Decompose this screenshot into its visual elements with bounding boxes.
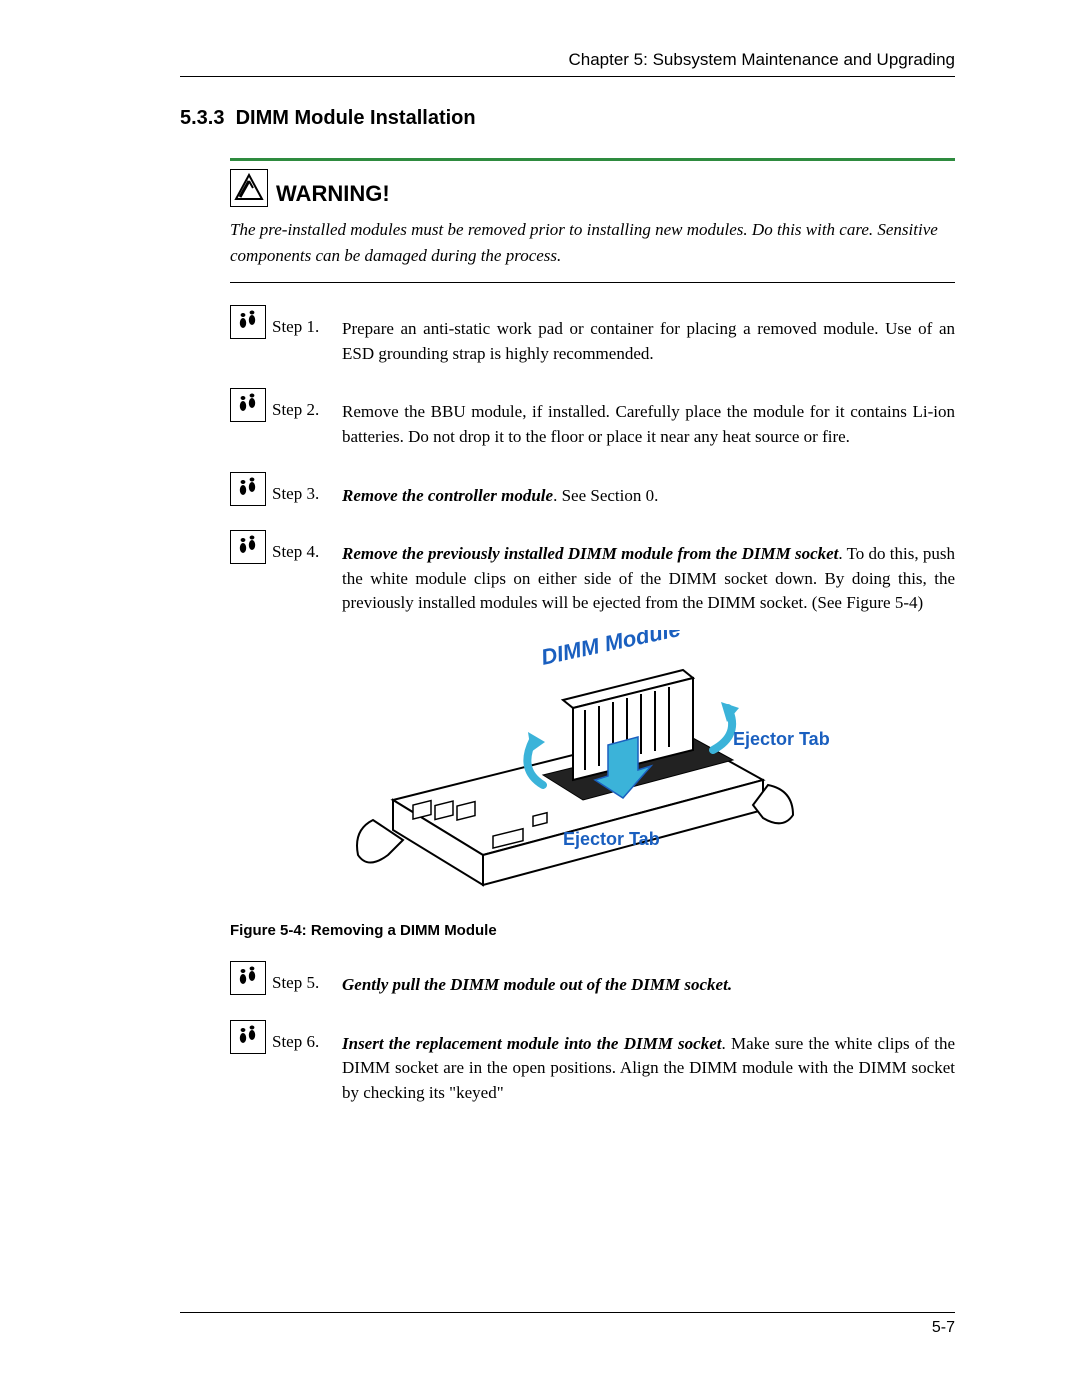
step-label: Step 2.	[266, 388, 342, 420]
step-body: Remove the BBU module, if installed. Car…	[342, 388, 955, 449]
step-body: Remove the controller module. See Sectio…	[342, 472, 955, 509]
warning-icon	[230, 169, 268, 207]
step-label: Step 5.	[266, 961, 342, 993]
figure-label-ejector-left: Ejector Tab	[563, 829, 660, 849]
footsteps-icon	[230, 388, 266, 422]
step-label: Step 1.	[266, 305, 342, 337]
figure-label-dimm: DIMM Module	[538, 630, 682, 670]
step-body: Gently pull the DIMM module out of the D…	[342, 961, 955, 998]
page-footer: 5-7	[180, 1312, 955, 1337]
step-row: Step 5. Gently pull the DIMM module out …	[230, 961, 955, 998]
figure-caption: Figure 5-4: Removing a DIMM Module	[230, 922, 955, 939]
step-body: Insert the replacement module into the D…	[342, 1020, 955, 1106]
footsteps-icon	[230, 1020, 266, 1054]
warning-text: The pre-installed modules must be remove…	[230, 217, 955, 268]
figure-label-ejector-right: Ejector Tab	[733, 729, 830, 749]
footsteps-icon	[230, 305, 266, 339]
warning-top-rule	[230, 158, 955, 161]
step-row: Step 4. Remove the previously installed …	[230, 530, 955, 616]
section-title: 5.3.3 DIMM Module Installation	[180, 107, 955, 130]
step-lead: Remove the controller module	[342, 486, 553, 505]
page-number: 5-7	[932, 1319, 955, 1336]
section-number: 5.3.3	[180, 107, 224, 129]
step-row: Step 2. Remove the BBU module, if instal…	[230, 388, 955, 449]
footsteps-icon	[230, 530, 266, 564]
footsteps-icon	[230, 961, 266, 995]
section-heading: DIMM Module Installation	[236, 107, 476, 129]
warning-label: WARNING!	[276, 181, 390, 207]
step-lead: Insert the replacement module into the D…	[342, 1034, 722, 1053]
step-row: Step 1. Prepare an anti-static work pad …	[230, 305, 955, 366]
warning-bottom-rule	[230, 282, 955, 283]
step-label: Step 3.	[266, 472, 342, 504]
step-lead: Gently pull the DIMM module out of the D…	[342, 975, 732, 994]
step-row: Step 3. Remove the controller module. Se…	[230, 472, 955, 509]
step-row: Step 6. Insert the replacement module in…	[230, 1020, 955, 1106]
dimm-removal-diagram: DIMM Module Ejector Tab Ejector Tab	[333, 630, 853, 910]
step-label: Step 6.	[266, 1020, 342, 1052]
step-text: . See Section 0.	[553, 486, 658, 505]
figure-5-4: DIMM Module Ejector Tab Ejector Tab Figu…	[230, 630, 955, 939]
step-lead: Remove the previously installed DIMM mod…	[342, 544, 838, 563]
step-label: Step 4.	[266, 530, 342, 562]
step-body: Remove the previously installed DIMM mod…	[342, 530, 955, 616]
chapter-header: Chapter 5: Subsystem Maintenance and Upg…	[180, 50, 955, 77]
step-body: Prepare an anti-static work pad or conta…	[342, 305, 955, 366]
footsteps-icon	[230, 472, 266, 506]
